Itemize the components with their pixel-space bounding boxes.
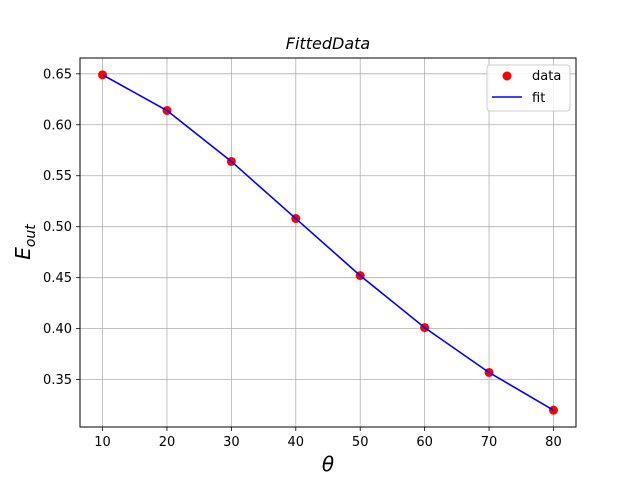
- y-tick-label: 0.40: [43, 322, 72, 337]
- x-axis-ticks: 10 20 30 40 50 60 70 80: [94, 427, 562, 450]
- legend: data fit: [486, 64, 571, 112]
- y-axis-label: Eout: [11, 224, 39, 260]
- x-tick-label: 70: [481, 435, 498, 450]
- legend-fit-label: fit: [532, 91, 545, 106]
- data-point: [548, 405, 558, 415]
- x-tick-label: 10: [94, 435, 111, 450]
- chart-title: FittedData: [286, 34, 370, 53]
- fit-line: [102, 74, 554, 411]
- x-tick-label: 50: [352, 435, 369, 450]
- y-axis-ticks: 0.35 0.40 0.45 0.50 0.55 0.60 0.65: [43, 67, 80, 388]
- y-tick-label: 0.35: [43, 373, 72, 388]
- y-axis-label-subscript: out: [23, 224, 39, 247]
- y-tick-label: 0.55: [43, 169, 72, 184]
- x-tick-label: 80: [545, 435, 562, 450]
- y-axis-label-main: E: [11, 247, 35, 260]
- y-tick-label: 0.60: [43, 118, 72, 133]
- legend-data-marker: [502, 71, 512, 81]
- x-tick-label: 20: [159, 435, 176, 450]
- legend-data-label: data: [532, 69, 561, 84]
- plot-area: [98, 70, 558, 415]
- x-tick-label: 60: [416, 435, 433, 450]
- y-tick-label: 0.45: [43, 271, 72, 286]
- y-tick-label: 0.65: [43, 67, 72, 82]
- axes-frame: [79, 57, 577, 428]
- x-tick-label: 30: [223, 435, 240, 450]
- grid: [80, 58, 576, 427]
- x-axis-label: θ: [322, 452, 334, 476]
- data-point: [98, 70, 108, 80]
- x-tick-label: 40: [288, 435, 305, 450]
- y-tick-label: 0.50: [43, 220, 72, 235]
